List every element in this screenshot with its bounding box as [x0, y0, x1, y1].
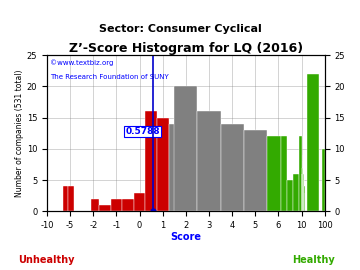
- Text: Unhealthy: Unhealthy: [19, 255, 75, 265]
- Bar: [168, 124, 180, 211]
- Bar: [221, 124, 244, 211]
- Bar: [293, 174, 299, 211]
- Title: Z’-Score Histogram for LQ (2016): Z’-Score Histogram for LQ (2016): [69, 42, 303, 55]
- Text: ©www.textbiz.org: ©www.textbiz.org: [50, 60, 113, 66]
- Bar: [267, 136, 282, 211]
- Bar: [111, 199, 122, 211]
- Bar: [145, 111, 157, 211]
- Bar: [307, 74, 319, 211]
- Bar: [63, 186, 68, 211]
- Bar: [157, 117, 168, 211]
- X-axis label: Score: Score: [170, 231, 201, 241]
- Bar: [68, 186, 74, 211]
- Bar: [287, 180, 293, 211]
- Bar: [91, 199, 99, 211]
- Text: Sector: Consumer Cyclical: Sector: Consumer Cyclical: [99, 24, 261, 34]
- Bar: [174, 86, 198, 211]
- Text: 0.5788: 0.5788: [125, 127, 160, 136]
- Bar: [282, 136, 287, 211]
- Y-axis label: Number of companies (531 total): Number of companies (531 total): [15, 69, 24, 197]
- Text: The Research Foundation of SUNY: The Research Foundation of SUNY: [50, 74, 168, 80]
- Bar: [322, 149, 325, 211]
- Bar: [198, 111, 221, 211]
- Bar: [134, 193, 145, 211]
- Bar: [99, 205, 111, 211]
- Bar: [244, 130, 267, 211]
- Bar: [122, 199, 134, 211]
- Text: Healthy: Healthy: [292, 255, 334, 265]
- Bar: [299, 136, 302, 211]
